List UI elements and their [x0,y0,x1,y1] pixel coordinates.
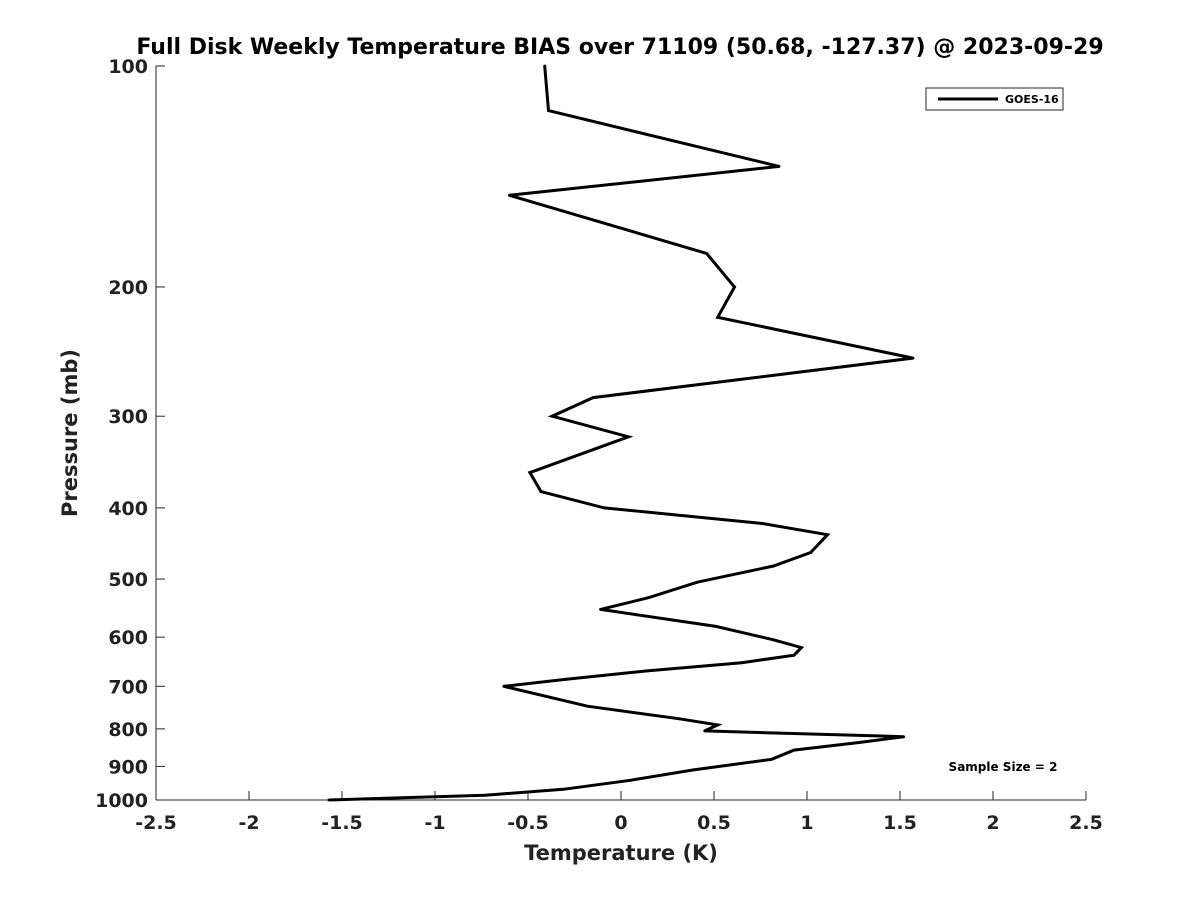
series-point [770,757,774,761]
y-tick-label: 100 [108,56,148,78]
x-tick-label: -2.5 [135,812,177,834]
y-tick-label: 900 [108,756,148,778]
series-point [792,748,796,752]
series-point [911,356,915,360]
legend-label-goes-16: GOES-16 [1005,93,1059,106]
series-point [599,608,602,611]
series-point [902,735,906,739]
series-point [703,729,707,733]
series-point [628,778,632,782]
series-point [772,564,775,568]
x-tick-label: -1.5 [321,812,363,834]
y-tick-label: 600 [108,627,148,649]
series-point [483,793,487,797]
series-point [563,677,567,681]
y-tick-label: 400 [108,498,148,520]
legend: GOES-16 [925,87,1064,111]
x-tick-label: 0.5 [697,812,731,834]
sample-size-annotation: Sample Size = 2 [949,760,1058,774]
series-point [602,506,606,510]
x-tick-label: 1 [800,812,813,834]
series-point [733,285,736,289]
series-point [705,251,708,255]
series-point [809,551,813,554]
x-tick-label: 0 [614,812,627,834]
x-tick-label: -1 [424,812,445,834]
series-point [528,471,532,474]
series-point [561,787,565,791]
series-point [760,522,764,525]
series-point [508,193,511,197]
plot-area [155,66,1086,801]
series-point [792,653,796,657]
x-tick-label: 2 [986,812,999,834]
y-tick-label: 500 [108,569,148,591]
series-point [677,717,681,721]
series-point [645,669,649,673]
series-point [716,723,720,727]
series-point [502,684,506,688]
x-ticks: -2.5 -2 -1.5 -1 -0.5 0 0.5 1 1.5 2 2.5 [135,791,1103,834]
series-point [547,109,550,112]
y-tick-label: 800 [108,719,148,741]
y-tick-label: 1000 [95,790,148,812]
x-tick-label: -2 [238,812,259,834]
series-point [826,533,829,537]
y-tick-label: 700 [108,676,148,698]
y-axis-label: Pressure (mb) [58,349,82,517]
series-point [857,741,861,744]
x-tick-label: 1.5 [883,812,917,834]
y-tick-label: 200 [108,277,148,299]
series-point [714,624,718,628]
series-point [591,396,595,400]
series-point [777,164,781,168]
series-point [627,435,630,439]
series-point [695,580,699,584]
x-tick-label: 2.5 [1069,812,1103,834]
x-tick-label: -0.5 [507,812,549,834]
series-point [586,704,589,708]
y-ticks: 100 200 300 400 500 600 700 800 900 1000 [95,56,165,812]
series-point [327,798,331,802]
series-group [327,64,915,802]
x-axis-label: Temperature (K) [524,841,718,865]
series-point [692,768,695,772]
series-point [539,490,543,493]
series-point [647,596,651,600]
series-point [716,315,720,319]
series-line-goes-16 [328,65,914,802]
series-point [772,638,775,642]
series-point [550,414,554,418]
series-point [543,64,547,68]
series-point [800,646,803,650]
series-point [740,661,744,665]
chart-title: Full Disk Weekly Temperature BIAS over 7… [136,35,1103,60]
y-tick-label: 300 [108,406,148,428]
